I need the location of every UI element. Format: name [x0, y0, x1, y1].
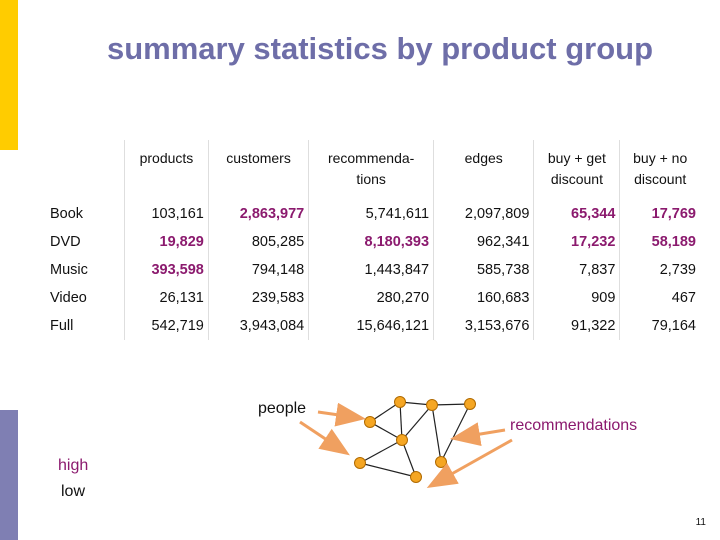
graph-edge	[401, 439, 417, 478]
graph-edge	[359, 462, 417, 478]
table-cell: 3,153,676	[433, 312, 534, 340]
graph-edge	[359, 439, 403, 464]
header-recommendations-line1: recommenda-	[327, 150, 415, 166]
table-cell: 280,270	[308, 284, 434, 312]
legend-high: high	[58, 457, 89, 474]
table-cell: 160,683	[433, 284, 534, 312]
arrow-recs-top	[450, 422, 506, 446]
graph-edge	[401, 404, 433, 441]
decorative-bar-purple	[0, 410, 18, 540]
table-cell: 103,161	[124, 200, 209, 228]
row-label: Music	[50, 262, 88, 278]
decorative-bar-yellow	[0, 0, 18, 150]
table-cell: 17,232	[533, 228, 620, 256]
header-buy-no-discount: buy + no discount	[619, 140, 700, 200]
graph-node	[394, 396, 406, 408]
graph-edge	[431, 403, 471, 406]
graph-node	[364, 416, 376, 428]
table-cell: 393,598	[124, 256, 209, 284]
header-recommendations: recommenda- tions	[308, 140, 434, 200]
header-products: products	[124, 140, 209, 200]
table-cell: 17,769	[619, 200, 700, 228]
pointer-arrows	[299, 402, 513, 488]
table-cell: 5,741,611	[308, 200, 434, 228]
table-cell: 962,341	[433, 228, 534, 256]
table-cell: 7,837	[533, 256, 620, 284]
graph-node	[435, 456, 447, 468]
table-cell: 909	[533, 284, 620, 312]
table-row: Video 26,131 239,583 280,270 160,683 909 467	[40, 284, 700, 312]
people-label: people	[258, 400, 307, 417]
table-cell: 58,189	[619, 228, 700, 256]
table-cell: 79,164	[619, 312, 700, 340]
table-cell: 3,943,084	[207, 312, 309, 340]
table-cell: 794,148	[207, 256, 309, 284]
graph-edge	[399, 401, 403, 441]
table-cell: 15,646,121	[308, 312, 434, 340]
header-buy-get-line2: discount	[550, 171, 603, 187]
recommendations-label: recommendations	[510, 417, 638, 434]
table-cell: 467	[619, 284, 700, 312]
arrow-people-bottom	[299, 420, 350, 456]
header-buy-get-line1: buy + get	[547, 150, 606, 166]
table-cell: 585,738	[433, 256, 534, 284]
table-cell: 2,097,809	[433, 200, 534, 228]
table-cell: 91,322	[533, 312, 620, 340]
row-label: Book	[50, 206, 84, 222]
table-row: Book 103,161 2,863,977 5,741,611 2,097,809 65…	[40, 200, 700, 228]
arrow-people-top	[317, 402, 366, 427]
table-cell: 239,583	[207, 284, 309, 312]
table-cell: 805,285	[207, 228, 309, 256]
header-customers: customers	[207, 140, 309, 200]
graph-edge	[369, 421, 403, 441]
table-cell: 1,443,847	[308, 256, 434, 284]
table-row: Music 393,598 794,148 1,443,847 585,738 7,837…	[40, 256, 700, 284]
table-body: Book 103,161 2,863,977 5,741,611 2,097,809 65…	[40, 200, 700, 340]
graph-node	[410, 471, 422, 483]
arrow-recs-bottom	[426, 438, 513, 488]
table-cell: 2,739	[619, 256, 700, 284]
table-cell: 2,863,977	[207, 200, 309, 228]
graph-node	[464, 398, 476, 410]
header-edges: edges	[433, 140, 534, 200]
header-buy-get-discount: buy + get discount	[533, 140, 620, 200]
slide-title: summary statistics by product group	[106, 31, 654, 66]
table-cell: 65,344	[533, 200, 620, 228]
row-label: Full	[50, 318, 74, 334]
table-header-row: products customers recommenda- tions edg…	[40, 140, 700, 200]
table-cell: 19,829	[124, 228, 209, 256]
decorative-bar-gray	[0, 150, 18, 410]
row-label: Video	[50, 290, 87, 306]
legend-low: low	[61, 483, 86, 500]
graph-node	[426, 399, 438, 411]
table-cell: 8,180,393	[308, 228, 434, 256]
table-row: Full 542,719 3,943,084 15,646,121 3,153,676 9…	[40, 312, 700, 340]
summary-table: products customers recommenda- tions edg…	[40, 140, 700, 340]
table-cell: 542,719	[124, 312, 209, 340]
header-recommendations-line2: tions	[356, 171, 386, 187]
graph-edge	[431, 404, 442, 463]
header-buy-no-line2: discount	[634, 171, 687, 187]
graph-edge	[440, 403, 471, 463]
table-row: DVD 19,829 805,285 8,180,393 962,341 17,232 58…	[40, 228, 700, 256]
page-number: 11	[695, 517, 706, 528]
graph-node	[396, 434, 408, 446]
row-label: DVD	[50, 234, 81, 250]
graph-edges	[359, 401, 471, 478]
header-buy-no-line1: buy + no	[633, 150, 688, 166]
graph-node	[354, 457, 366, 469]
table-cell: 26,131	[124, 284, 209, 312]
graph-nodes	[354, 396, 476, 483]
graph-edge	[369, 401, 401, 423]
